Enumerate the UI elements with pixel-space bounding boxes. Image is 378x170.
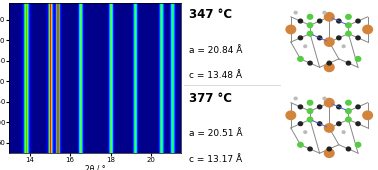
Circle shape [346,109,351,113]
Circle shape [307,117,313,122]
Circle shape [327,61,332,65]
Circle shape [337,36,341,40]
Circle shape [298,122,302,126]
Text: 347 °C: 347 °C [189,8,232,21]
Circle shape [298,105,302,109]
Circle shape [346,61,350,65]
Text: a = 20.84 Å: a = 20.84 Å [189,46,243,55]
Circle shape [298,19,302,23]
Circle shape [308,61,312,65]
Circle shape [318,122,322,126]
Circle shape [307,31,313,36]
Circle shape [324,38,334,46]
Circle shape [342,45,345,48]
Circle shape [337,19,341,23]
Circle shape [304,45,307,48]
Circle shape [337,122,341,126]
Circle shape [318,105,322,109]
Circle shape [286,111,296,120]
Circle shape [363,25,372,34]
Circle shape [346,117,351,122]
Circle shape [342,131,345,133]
Circle shape [327,147,332,151]
Circle shape [294,11,297,14]
Circle shape [337,105,341,109]
Circle shape [318,36,322,40]
Circle shape [356,19,360,23]
Circle shape [286,25,296,34]
Circle shape [356,36,360,40]
Circle shape [318,19,322,23]
Text: c = 13.17 Å: c = 13.17 Å [189,155,242,164]
Circle shape [298,36,302,40]
Circle shape [294,97,297,100]
Text: c = 13.48 Å: c = 13.48 Å [189,71,242,80]
Circle shape [324,63,334,72]
Circle shape [307,14,313,19]
Circle shape [298,57,303,61]
X-axis label: 2θ / °: 2θ / ° [85,165,106,170]
Circle shape [307,109,313,113]
Circle shape [304,131,307,133]
Circle shape [356,105,360,109]
Circle shape [324,149,334,157]
Circle shape [298,142,303,147]
Circle shape [308,147,312,151]
Circle shape [356,122,360,126]
Circle shape [355,142,361,147]
Circle shape [346,147,350,151]
Circle shape [323,11,326,14]
Text: 377 °C: 377 °C [189,92,232,105]
Circle shape [324,98,334,107]
Circle shape [346,100,351,105]
Circle shape [355,57,361,61]
Circle shape [346,14,351,19]
Circle shape [324,13,334,21]
Text: a = 20.51 Å: a = 20.51 Å [189,129,243,138]
Circle shape [323,97,326,100]
Circle shape [324,124,334,132]
Circle shape [346,31,351,36]
Circle shape [346,23,351,28]
Circle shape [307,23,313,28]
Circle shape [363,111,372,120]
Circle shape [307,100,313,105]
